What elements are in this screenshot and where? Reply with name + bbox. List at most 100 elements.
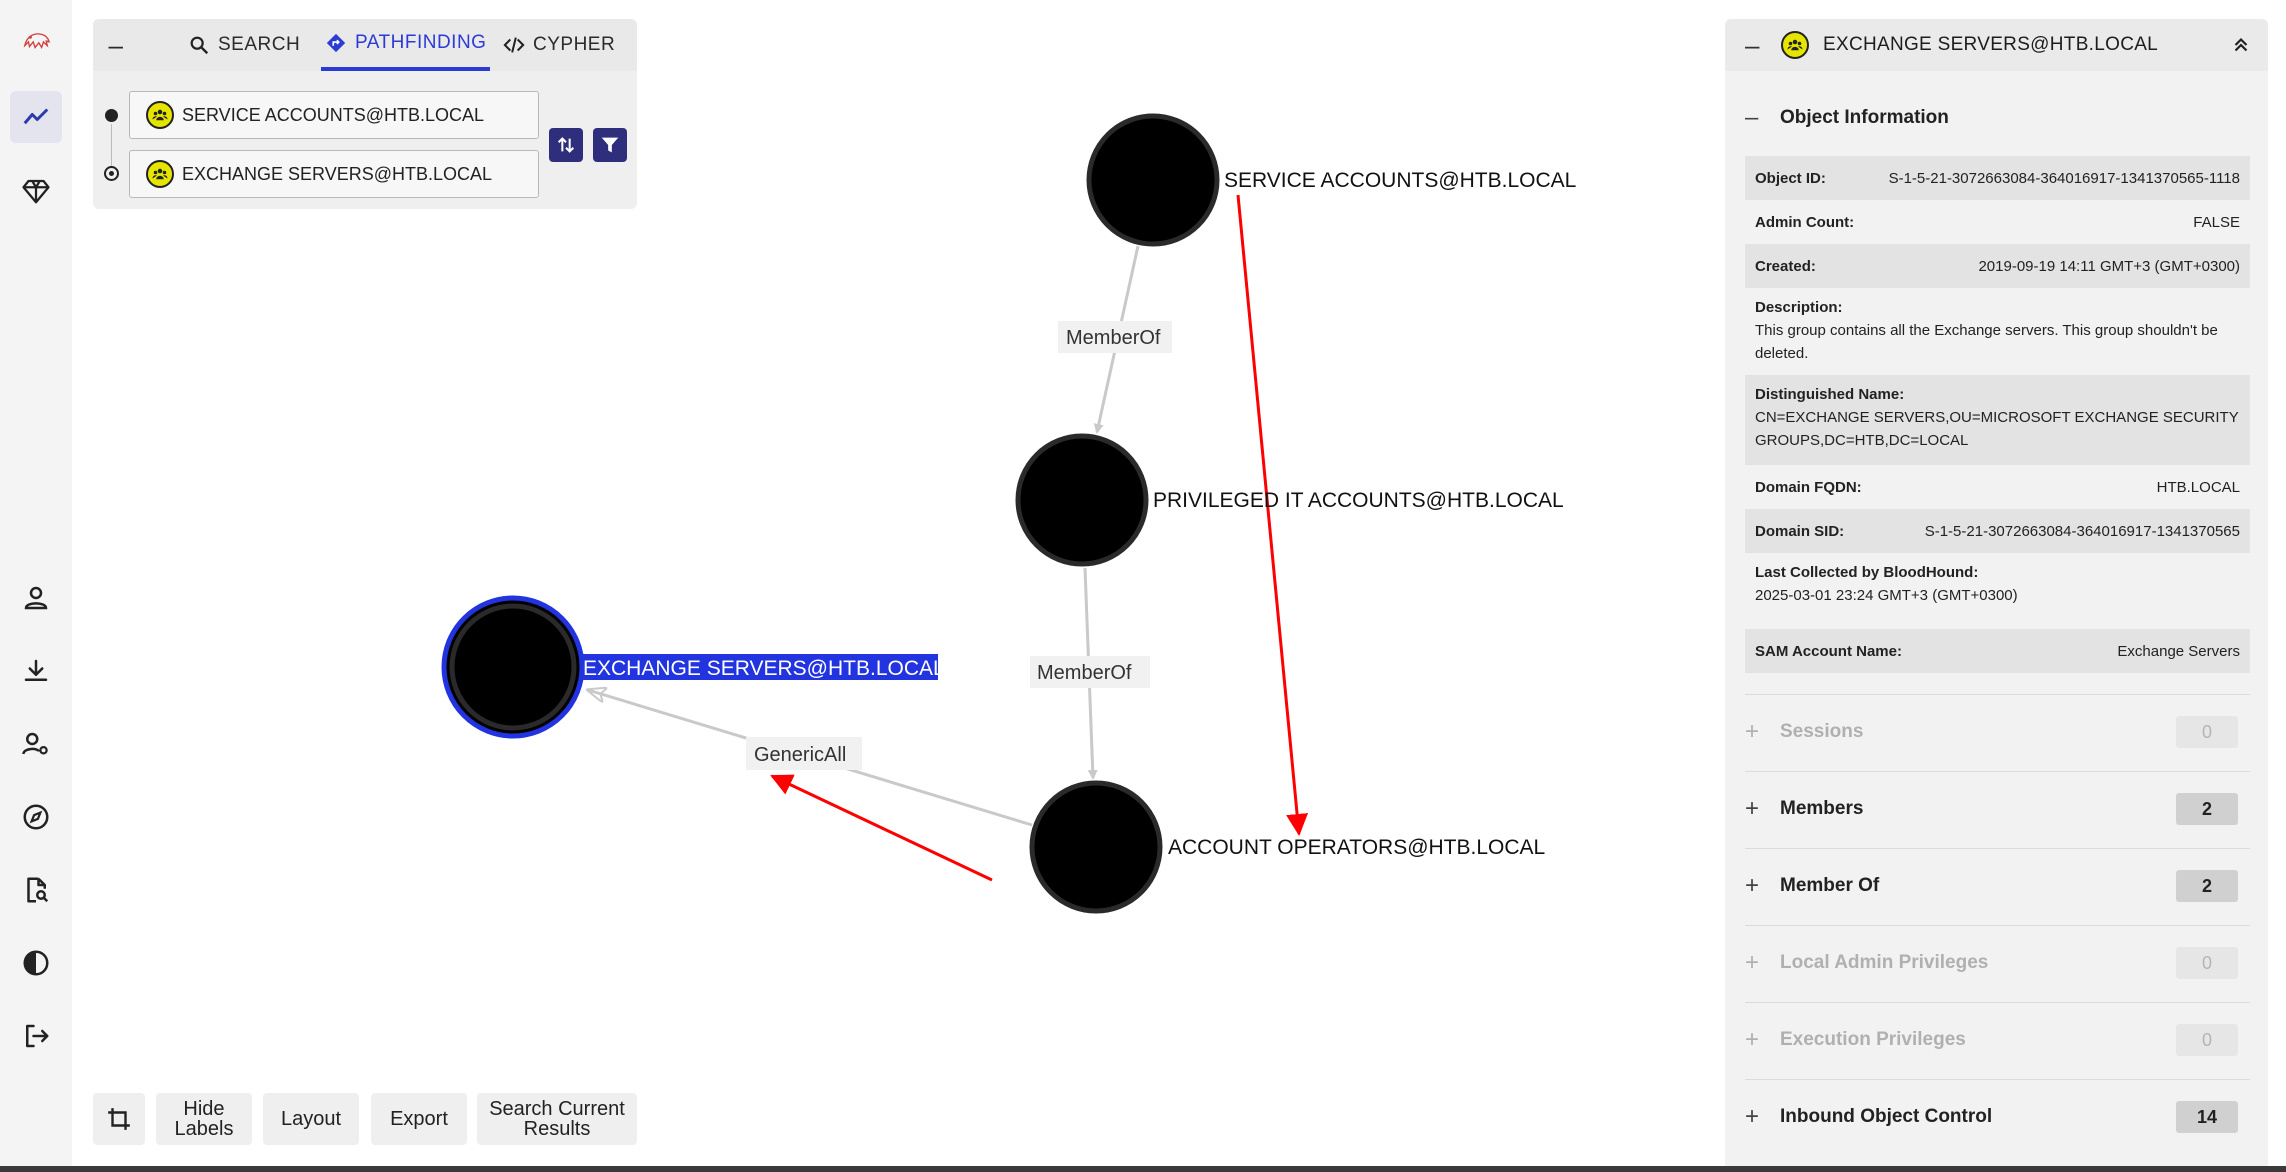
node-service-accounts[interactable]: SERVICE ACCOUNTS@HTB.LOCAL (1086, 113, 1576, 247)
end-node-input[interactable]: EXCHANGE SERVERS@HTB.LOCAL (129, 150, 539, 198)
collapse-icon: – (1745, 104, 1759, 131)
node-privileged-it-accounts[interactable]: PRIVILEGED IT ACCOUNTS@HTB.LOCAL (1015, 433, 1564, 567)
local-admin-privileges-count: 0 (2176, 947, 2238, 979)
tab-cypher-label: CYPHER (533, 34, 616, 55)
tab-pathfinding[interactable]: PATHFINDING (321, 19, 491, 71)
sessions-label: Sessions (1780, 721, 1864, 742)
edge-label-genericall: GenericAll (754, 744, 846, 766)
filter-icon (601, 137, 619, 153)
expand-icon: + (1745, 872, 1760, 899)
last-collected-row: Last Collected by BloodHound: 2025-03-01… (1745, 553, 2250, 619)
search-icon (190, 36, 209, 55)
node-exchange-servers[interactable]: EXCHANGE SERVERS@HTB.LOCAL (441, 595, 945, 739)
object-id-value: S-1-5-21-3072663084-364016917-1341370565… (1888, 169, 2240, 187)
created-value: 2019-09-19 14:11 GMT+3 (GMT+0300) (1978, 257, 2240, 275)
node-label-privileged-it-accounts: PRIVILEGED IT ACCOUNTS@HTB.LOCAL (1153, 489, 1564, 512)
object-id-row: Object ID: S-1-5-21-3072663084-364016917… (1745, 156, 2250, 200)
left-navigation (0, 0, 72, 1172)
start-node-value: SERVICE ACCOUNTS@HTB.LOCAL (182, 104, 485, 125)
chevron-double-up-icon[interactable] (2230, 34, 2252, 56)
object-information-header[interactable]: – Object Information (1725, 88, 2268, 148)
members-section[interactable]: + Members 2 (1725, 779, 2268, 839)
member-of-count: 2 (2176, 870, 2238, 902)
export-button[interactable]: Export (371, 1093, 467, 1145)
domain-sid-key: Domain SID: (1755, 522, 1845, 540)
group-icon (1781, 31, 1809, 59)
end-node-value: EXCHANGE SERVERS@HTB.LOCAL (182, 163, 493, 184)
hide-labels-label: Hide Labels (174, 1098, 234, 1140)
sessions-section[interactable]: + Sessions 0 (1725, 702, 2268, 762)
path-arrow-acct-to-exch (770, 774, 993, 882)
local-admin-privileges-label: Local Admin Privileges (1780, 952, 1989, 973)
edge-label-memberof-2: MemberOf (1037, 662, 1132, 684)
swap-nodes-button[interactable] (549, 128, 583, 162)
admin-count-key: Admin Count: (1755, 213, 1855, 231)
execution-privileges-label: Execution Privileges (1780, 1029, 1966, 1050)
domain-fqdn-value: HTB.LOCAL (2156, 478, 2240, 496)
domain-sid-value: S-1-5-21-3072663084-364016917-1341370565 (1924, 522, 2240, 540)
created-row: Created: 2019-09-19 14:11 GMT+3 (GMT+030… (1745, 244, 2250, 288)
download-icon[interactable] (10, 645, 62, 697)
execution-privileges-count: 0 (2176, 1024, 2238, 1056)
domain-fqdn-key: Domain FQDN: (1755, 478, 1862, 496)
last-collected-key: Last Collected by BloodHound: (1755, 564, 1979, 581)
node-label-exchange-servers: EXCHANGE SERVERS@HTB.LOCAL (583, 657, 945, 680)
domain-sid-row: Domain SID: S-1-5-21-3072663084-36401691… (1745, 509, 2250, 553)
compass-icon[interactable] (10, 791, 62, 843)
distinguished-name-key: Distinguished Name: (1755, 386, 1905, 403)
hide-labels-button[interactable]: Hide Labels (156, 1093, 252, 1145)
distinguished-name-value: CN=EXCHANGE SERVERS,OU=MICROSOFT EXCHANG… (1755, 409, 2239, 449)
end-target-icon (104, 166, 119, 181)
dark-mode-icon[interactable] (10, 937, 62, 989)
start-node-input[interactable]: SERVICE ACCOUNTS@HTB.LOCAL (129, 91, 539, 139)
export-label: Export (390, 1108, 448, 1130)
node-account-operators[interactable]: ACCOUNT OPERATORS@HTB.LOCAL (1029, 780, 1545, 914)
object-id-key: Object ID: (1755, 169, 1826, 187)
object-information-label: Object Information (1780, 107, 1949, 128)
inbound-object-control-section[interactable]: + Inbound Object Control 14 (1725, 1087, 2268, 1147)
sam-account-key: SAM Account Name: (1755, 642, 1902, 660)
inbound-object-control-label: Inbound Object Control (1780, 1106, 1993, 1127)
expand-icon: + (1745, 1103, 1760, 1130)
last-collected-value: 2025-03-01 23:24 GMT+3 (GMT+0300) (1755, 587, 2018, 604)
expand-icon: + (1745, 1026, 1760, 1053)
user-settings-icon[interactable] (10, 718, 62, 770)
file-search-icon[interactable] (10, 864, 62, 916)
sam-account-row: SAM Account Name: Exchange Servers (1745, 629, 2250, 673)
tab-cypher[interactable]: CYPHER (503, 19, 615, 71)
tab-search[interactable]: SEARCH (188, 19, 300, 71)
crop-button[interactable] (93, 1093, 145, 1145)
edge-label-memberof-1: MemberOf (1066, 327, 1161, 349)
diamond-icon[interactable] (10, 165, 62, 217)
edge-filter-button[interactable] (593, 128, 627, 162)
search-current-results-button[interactable]: Search Current Results (477, 1093, 637, 1145)
execution-privileges-section[interactable]: + Execution Privileges 0 (1725, 1010, 2268, 1070)
search-tabs: – SEARCH PATHFINDING CYPHER (93, 19, 637, 71)
collapse-panel-button[interactable]: – (1745, 29, 1760, 60)
start-dot-icon (105, 109, 118, 122)
search-current-results-label: Search Current Results (489, 1098, 625, 1140)
explore-graph-icon[interactable] (10, 91, 62, 143)
node-label-account-operators: ACCOUNT OPERATORS@HTB.LOCAL (1168, 836, 1545, 859)
tab-pathfinding-label: PATHFINDING (355, 32, 487, 53)
local-admin-privileges-section[interactable]: + Local Admin Privileges 0 (1725, 933, 2268, 993)
taskbar-strip (0, 1166, 2286, 1172)
bloodhound-logo-icon[interactable] (10, 14, 62, 66)
user-icon[interactable] (10, 572, 62, 624)
members-label: Members (1780, 798, 1864, 819)
group-icon (146, 101, 174, 129)
layout-label: Layout (280, 1108, 342, 1130)
admin-count-value: FALSE (2193, 213, 2240, 231)
pathfinding-icon (326, 33, 346, 53)
collapse-search-button[interactable]: – (108, 29, 124, 60)
panel-header: – EXCHANGE SERVERS@HTB.LOCAL (1725, 19, 2268, 71)
logout-icon[interactable] (10, 1010, 62, 1062)
search-panel: – SEARCH PATHFINDING CYPHER SERVICE ACCO… (93, 19, 637, 209)
layout-button[interactable]: Layout (263, 1093, 359, 1145)
member-of-section[interactable]: + Member Of 2 (1725, 856, 2268, 916)
graph-canvas[interactable]: MemberOf MemberOf GenericAll SERVICE ACC… (72, 0, 1722, 1172)
domain-fqdn-row: Domain FQDN: HTB.LOCAL (1745, 465, 2250, 509)
description-row: Description: This group contains all the… (1745, 288, 2250, 375)
expand-icon: + (1745, 718, 1760, 745)
swap-icon (557, 137, 575, 153)
